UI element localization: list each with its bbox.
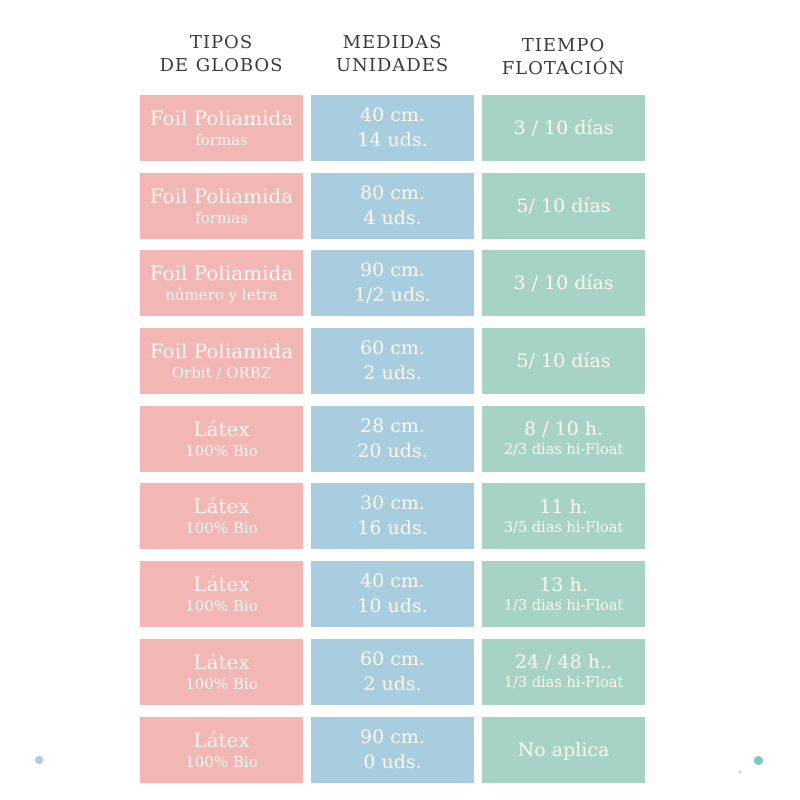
decorative-dot-left <box>35 756 43 764</box>
header-line: DE GLOBOS <box>159 55 284 76</box>
type-name: Foil Poliamida <box>149 261 294 286</box>
balloon-type-cell: Látex 100% Bio <box>140 405 303 472</box>
type-detail: Orbit / ORBZ <box>171 364 272 383</box>
size-units-cell: 60 cm. 2 uds. <box>311 328 474 395</box>
size-value: 90 cm. <box>360 725 425 748</box>
float-value: No aplica <box>517 738 610 761</box>
balloon-type-cell: Foil Poliamida formas <box>140 95 303 161</box>
float-value: 13 h. <box>539 573 588 596</box>
units-value: 14 uds. <box>357 129 428 151</box>
balloon-type-cell: Látex 100% Bio <box>140 561 303 628</box>
type-detail: 100% Bio <box>185 674 258 693</box>
type-name: Látex <box>193 416 250 441</box>
float-value: 5/ 10 días <box>516 194 611 217</box>
type-name: Látex <box>193 494 250 519</box>
size-value: 30 cm. <box>360 492 425 515</box>
float-time-cell: 11 h. 3/5 dias hi-Float <box>482 483 645 550</box>
size-value: 60 cm. <box>360 647 425 670</box>
type-name: Foil Poliamida <box>149 183 294 208</box>
decorative-speck <box>738 770 742 774</box>
decorative-dot-right <box>754 756 763 765</box>
size-units-cell: 90 cm. 0 uds. <box>311 716 474 783</box>
float-time-cell: 5/ 10 días <box>482 172 645 239</box>
float-value: 3 / 10 días <box>513 117 614 139</box>
float-value: 11 h. <box>539 495 588 518</box>
size-units-cell: 30 cm. 16 uds. <box>311 483 474 550</box>
float-time-cell: 3 / 10 días <box>482 250 645 317</box>
type-detail: formas <box>195 208 248 227</box>
float-detail: 2/3 dias hi-Float <box>503 442 624 459</box>
type-name: Foil Poliamida <box>149 339 294 364</box>
balloon-type-cell: Foil Poliamida Orbit / ORBZ <box>140 328 303 395</box>
column-header-medidas: MEDIDAS UNIDADES <box>311 31 474 77</box>
units-value: 20 uds. <box>357 439 428 462</box>
float-detail: 1/3 dias hi-Float <box>503 675 624 692</box>
header-line: TIEMPO <box>521 35 606 56</box>
balloon-type-cell: Foil Poliamida número y letra <box>140 250 303 317</box>
balloon-type-cell: Látex 100% Bio <box>140 483 303 550</box>
balloon-type-cell: Látex 100% Bio <box>140 638 303 705</box>
type-name: Látex <box>193 727 250 752</box>
units-value: 4 uds. <box>363 206 422 229</box>
float-time-cell: 8 / 10 h. 2/3 dias hi-Float <box>482 405 645 472</box>
size-value: 90 cm. <box>360 259 425 282</box>
type-detail: número y letra <box>165 286 278 305</box>
size-units-cell: 28 cm. 20 uds. <box>311 405 474 472</box>
float-value: 24 / 48 h.. <box>514 651 613 674</box>
column-header-tiempo: TIEMPO FLOTACIÓN <box>482 34 645 80</box>
balloon-type-cell: Látex 100% Bio <box>140 716 303 783</box>
float-value: 3 / 10 días <box>513 272 614 295</box>
type-detail: 100% Bio <box>185 519 258 538</box>
balloon-table: Foil Poliamida formas 40 cm. 14 uds. 3 / 1… <box>140 95 645 783</box>
balloon-type-cell: Foil Poliamida formas <box>140 172 303 239</box>
float-time-cell: 13 h. 1/3 dias hi-Float <box>482 561 645 628</box>
size-value: 80 cm. <box>360 181 425 204</box>
type-name: Látex <box>193 572 250 597</box>
size-value: 40 cm. <box>360 570 425 593</box>
float-time-cell: 5/ 10 días <box>482 328 645 395</box>
size-value: 28 cm. <box>360 414 425 437</box>
units-value: 1/2 uds. <box>354 284 431 307</box>
size-units-cell: 40 cm. 14 uds. <box>311 95 474 161</box>
header-line: FLOTACIÓN <box>501 58 626 79</box>
units-value: 2 uds. <box>363 362 422 385</box>
units-value: 2 uds. <box>363 672 422 695</box>
type-detail: formas <box>195 131 248 149</box>
size-value: 40 cm. <box>360 104 425 126</box>
units-value: 16 uds. <box>357 517 428 540</box>
size-units-cell: 60 cm. 2 uds. <box>311 638 474 705</box>
header-line: TIPOS <box>189 32 254 53</box>
float-time-cell: 24 / 48 h.. 1/3 dias hi-Float <box>482 638 645 705</box>
float-detail: 3/5 dias hi-Float <box>503 519 624 536</box>
header-line: UNIDADES <box>335 55 450 76</box>
header-line: MEDIDAS <box>342 32 443 53</box>
size-units-cell: 80 cm. 4 uds. <box>311 172 474 239</box>
size-value: 60 cm. <box>360 337 425 360</box>
float-time-cell: No aplica <box>482 716 645 783</box>
float-value: 5/ 10 días <box>516 350 611 373</box>
float-value: 8 / 10 h. <box>523 418 604 441</box>
units-value: 10 uds. <box>357 595 428 618</box>
units-value: 0 uds. <box>363 750 422 773</box>
size-units-cell: 90 cm. 1/2 uds. <box>311 250 474 317</box>
type-detail: 100% Bio <box>185 597 258 616</box>
column-header-tipos: TIPOS DE GLOBOS <box>140 31 303 77</box>
float-time-cell: 3 / 10 días <box>482 95 645 161</box>
type-detail: 100% Bio <box>185 752 258 771</box>
type-name: Látex <box>193 649 250 674</box>
type-name: Foil Poliamida <box>149 106 294 130</box>
type-detail: 100% Bio <box>185 441 258 460</box>
size-units-cell: 40 cm. 10 uds. <box>311 561 474 628</box>
float-detail: 1/3 dias hi-Float <box>503 597 624 614</box>
